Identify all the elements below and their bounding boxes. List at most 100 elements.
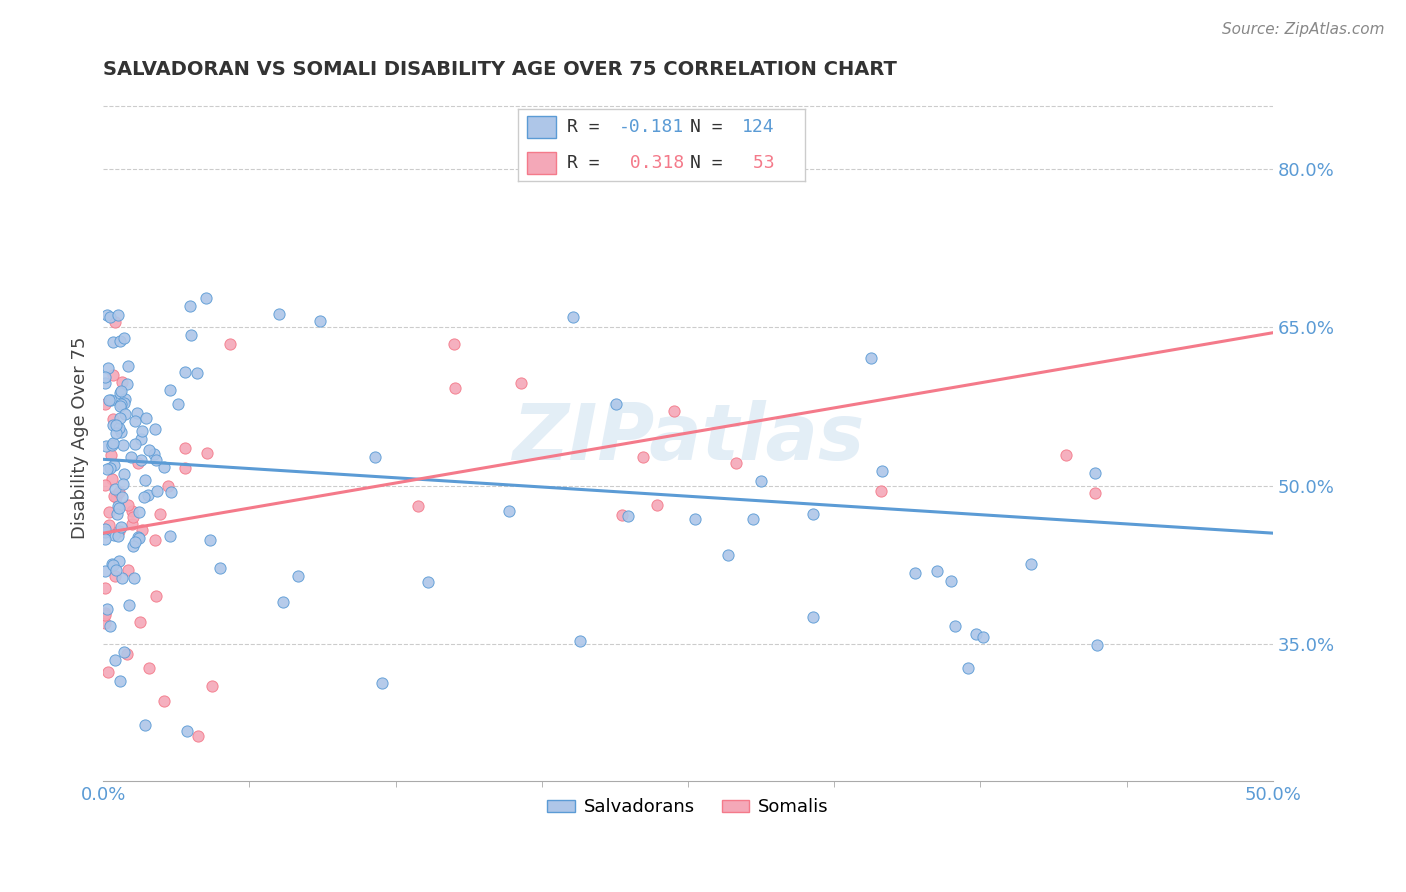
Point: [965, 627, 987, 641]
Y-axis label: Disability Age Over 75: Disability Age Over 75: [72, 337, 89, 540]
Point: [108, 524, 131, 538]
Point: [219, 337, 242, 351]
Point: [271, 595, 294, 609]
Point: [309, 314, 332, 328]
Point: [107, 499, 129, 513]
Point: [127, 456, 149, 470]
Point: [801, 610, 824, 624]
Point: [94, 369, 117, 384]
Point: [101, 557, 124, 571]
Point: [98, 461, 121, 475]
Point: [94, 607, 117, 621]
Point: [128, 531, 150, 545]
Point: [925, 564, 948, 578]
Point: [107, 529, 129, 543]
Point: [364, 450, 387, 464]
Point: [498, 504, 520, 518]
Point: [94, 376, 117, 390]
Point: [143, 422, 166, 436]
Point: [97, 360, 120, 375]
Point: [105, 563, 128, 577]
Point: [972, 630, 994, 644]
Point: [176, 724, 198, 739]
Point: [569, 633, 592, 648]
Point: [118, 598, 141, 612]
Point: [870, 483, 893, 498]
Point: [145, 589, 167, 603]
Point: [101, 472, 124, 486]
Point: [104, 482, 127, 496]
Point: [683, 512, 706, 526]
Point: [134, 718, 156, 732]
Point: [200, 533, 222, 547]
Point: [96, 602, 118, 616]
Point: [104, 568, 127, 582]
Point: [103, 527, 125, 541]
Point: [129, 432, 152, 446]
Point: [107, 308, 129, 322]
Point: [117, 499, 139, 513]
Point: [138, 661, 160, 675]
Point: [561, 310, 583, 324]
Point: [108, 399, 131, 413]
Point: [287, 569, 309, 583]
Point: [1054, 449, 1077, 463]
Point: [104, 653, 127, 667]
Point: [173, 365, 195, 379]
Point: [941, 574, 963, 588]
Point: [136, 488, 159, 502]
Point: [135, 411, 157, 425]
Point: [180, 327, 202, 342]
Point: [149, 507, 172, 521]
Point: [138, 443, 160, 458]
Point: [153, 459, 176, 474]
Point: [610, 508, 633, 522]
Point: [406, 499, 429, 513]
Point: [1085, 638, 1108, 652]
Point: [134, 473, 156, 487]
Point: [509, 376, 531, 391]
Point: [107, 421, 129, 435]
Point: [111, 375, 134, 389]
Point: [103, 368, 125, 383]
Legend: Salvadorans, Somalis: Salvadorans, Somalis: [540, 791, 835, 823]
Point: [146, 484, 169, 499]
Point: [725, 456, 748, 470]
Point: [104, 417, 127, 432]
Point: [129, 453, 152, 467]
Point: [125, 406, 148, 420]
Point: [107, 500, 129, 515]
Point: [717, 548, 740, 562]
Text: SALVADORAN VS SOMALI DISABILITY AGE OVER 75 CORRELATION CHART: SALVADORAN VS SOMALI DISABILITY AGE OVER…: [103, 60, 897, 78]
Point: [956, 660, 979, 674]
Point: [943, 619, 966, 633]
Point: [110, 384, 132, 398]
Point: [128, 615, 150, 630]
Point: [103, 458, 125, 472]
Point: [98, 505, 121, 519]
Point: [97, 393, 120, 408]
Point: [194, 291, 217, 305]
Point: [94, 439, 117, 453]
Point: [1084, 486, 1107, 500]
Point: [110, 520, 132, 534]
Point: [174, 461, 197, 475]
Point: [143, 533, 166, 548]
Point: [101, 412, 124, 426]
Point: [117, 563, 139, 577]
Point: [128, 506, 150, 520]
Point: [100, 448, 122, 462]
Point: [112, 645, 135, 659]
Point: [159, 484, 181, 499]
Point: [187, 729, 209, 743]
Point: [96, 308, 118, 322]
Point: [131, 523, 153, 537]
Point: [167, 397, 190, 411]
Text: ZIPatlas: ZIPatlas: [512, 401, 865, 476]
Point: [143, 447, 166, 461]
Point: [101, 438, 124, 452]
Point: [97, 517, 120, 532]
Point: [105, 425, 128, 440]
Point: [117, 647, 139, 661]
Point: [645, 498, 668, 512]
